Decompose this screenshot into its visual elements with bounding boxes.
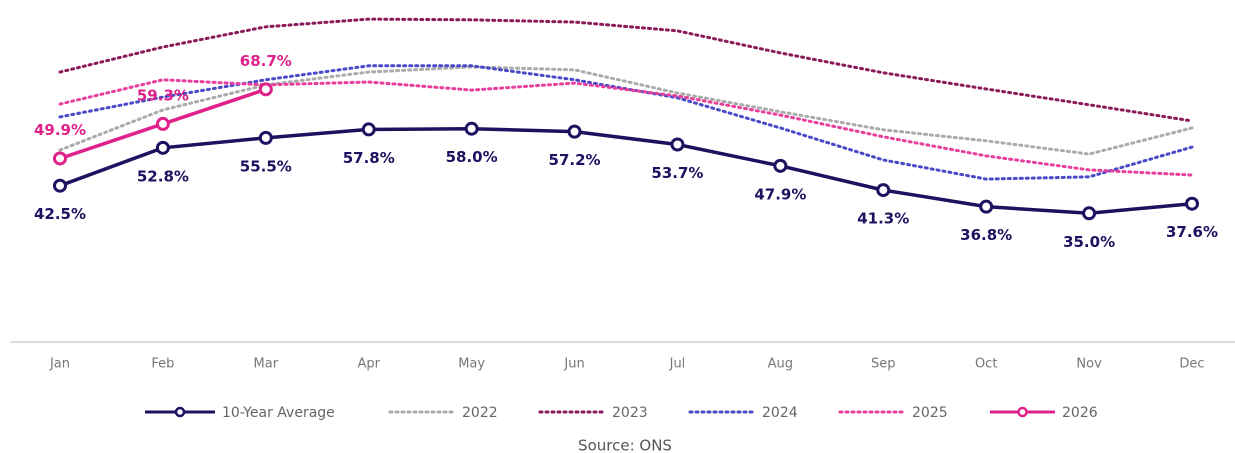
point — [979, 199, 994, 214]
point — [155, 116, 170, 131]
data-label: 52.8% — [137, 167, 189, 185]
legend-label: 2023 — [612, 405, 648, 421]
x-tick-label: Jul — [669, 357, 686, 372]
x-tick-label: Feb — [151, 357, 174, 372]
x-tick-label: May — [458, 357, 485, 372]
point — [1185, 196, 1199, 211]
data-label: 68.7% — [240, 52, 292, 70]
legend-label: 2022 — [462, 405, 498, 421]
point — [155, 140, 170, 155]
x-tick-label: Nov — [1076, 357, 1102, 372]
series-line — [58, 65, 1194, 156]
x-tick-label: Aug — [768, 357, 793, 372]
legend-marker — [1017, 406, 1028, 418]
data-label: 37.6% — [1166, 223, 1218, 241]
x-tick-label: Jun — [563, 357, 584, 372]
point — [670, 137, 685, 152]
data-label: 36.8% — [960, 226, 1012, 244]
point — [258, 130, 273, 145]
data-label: 59.3% — [137, 86, 189, 104]
legend-label: 2025 — [912, 405, 948, 421]
data-label: 47.9% — [754, 185, 806, 203]
x-tick-label: Mar — [254, 357, 279, 372]
legend-label: 2026 — [1062, 405, 1098, 421]
series-line — [59, 126, 1193, 216]
data-label: 58.0% — [446, 148, 498, 166]
data-label: 55.5% — [240, 157, 292, 175]
legend-label: 10-Year Average — [222, 405, 335, 421]
point — [773, 158, 788, 173]
point — [567, 124, 582, 139]
data-label: 53.7% — [651, 164, 703, 182]
data-label: 42.5% — [34, 205, 86, 223]
x-tick-label: Oct — [975, 357, 997, 372]
series-line — [58, 17, 1194, 123]
point — [258, 82, 273, 97]
point — [876, 183, 891, 198]
point — [53, 178, 67, 193]
data-label: 41.3% — [857, 210, 909, 228]
legend-marker — [174, 406, 186, 418]
data-label: 57.8% — [343, 149, 395, 167]
x-tick-label: Jan — [49, 357, 70, 372]
x-tick-label: Sep — [871, 357, 896, 372]
legend-label: 2024 — [762, 405, 798, 421]
data-label: 35.0% — [1063, 233, 1115, 251]
point — [361, 122, 376, 137]
point — [1082, 206, 1097, 221]
point — [464, 121, 479, 136]
point — [53, 151, 67, 166]
data-label: 57.2% — [549, 151, 601, 169]
series-line — [58, 78, 1194, 177]
source: Source: ONS — [578, 437, 672, 453]
x-tick-label: Apr — [357, 357, 380, 372]
x-tick-label: Dec — [1179, 357, 1204, 372]
data-label: 49.9% — [34, 121, 86, 139]
